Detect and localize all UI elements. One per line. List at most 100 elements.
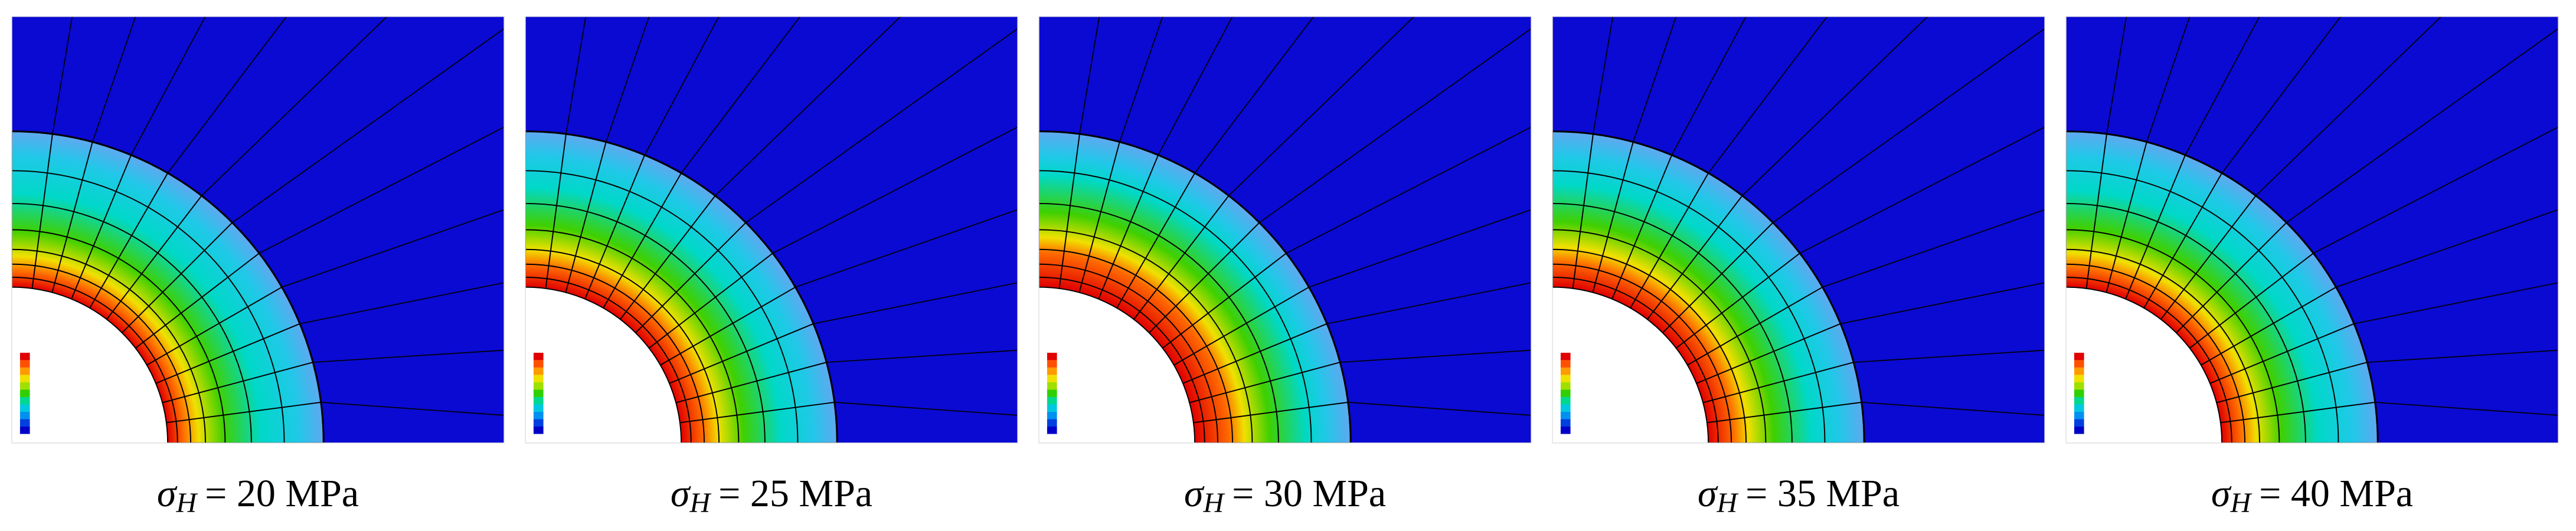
caption-rest: = 40 MPa [2259,472,2413,515]
mesh-radial-outer [1671,17,1747,156]
legend-swatch [1560,382,1571,390]
mesh-radial-outer [2221,17,2342,173]
mesh-radial [620,195,716,320]
mesh-radial [1193,401,1348,424]
panel-border [525,16,1018,444]
mesh-radial [162,362,313,404]
mesh-radial [2209,323,2355,384]
caption-rest: = 35 MPa [1745,472,1900,515]
mesh-radial-outer [282,209,504,288]
mesh-radial-outer [52,17,73,135]
panel-border [1038,16,1532,444]
legend-swatch [533,427,544,434]
mesh-radial [135,253,260,349]
legend-swatch [1047,367,1057,375]
legend-swatch [533,382,544,390]
legend-swatch [19,404,30,412]
mesh-radial-outer [201,17,388,196]
legend-swatch [2074,375,2084,382]
mesh-radial [1702,362,1854,404]
panel-body [2066,17,2558,443]
mesh-radial-outer [605,17,650,142]
legend-swatch [2074,367,2084,375]
mesh-radial-outer [1632,17,1677,142]
mesh-radial-outer [2286,28,2558,223]
mesh-radial [1189,362,1341,404]
legend-swatch [19,419,30,427]
legend-swatch [1047,404,1057,412]
mesh-radial-outer [321,402,504,416]
mesh-radial-outer [1853,349,2045,363]
mesh-radial-outer [644,17,720,156]
legend-swatch [533,375,544,382]
mesh-radial [2201,286,2336,366]
caption-subscript: H [175,487,198,519]
mesh-radial-outer [1228,17,1415,196]
legend-swatch [2074,411,2084,419]
legend-swatch [1560,404,1571,412]
mesh-radial [1078,142,1120,293]
mesh-radial [2085,133,2107,289]
mesh-radial [1058,133,1080,289]
legend-swatch [2074,360,2084,368]
legend-swatch [1047,389,1057,397]
mesh-radial [2160,195,2257,320]
mesh-radial-outer [2255,17,2442,196]
mesh-radial-outer [1286,126,1531,254]
legend-swatch [1560,419,1571,427]
mesh-radial-outer [813,282,1018,324]
mesh-radial-outer [1119,17,1163,142]
legend-swatch [1047,411,1057,419]
caption: σH = 20 MPa [157,472,359,519]
legend-swatch [533,404,544,412]
mesh-radial-outer [1741,17,1928,196]
legend-swatch [2074,389,2084,397]
caption-rest: = 25 MPa [718,472,872,515]
legend-swatch [19,389,30,397]
mesh-radial-outer [746,28,1018,223]
mesh-radial-outer [313,349,504,363]
mesh-radial-outer [795,209,1018,288]
caption-symbol: σ [157,472,178,515]
legend-swatch [533,411,544,419]
caption: σH = 30 MPa [1184,472,1386,519]
mesh-radial [1116,172,1195,309]
mesh-radial [146,286,282,366]
mesh-radial-outer [130,17,206,156]
mesh-radial [2176,222,2287,333]
caption-symbol: σ [671,472,691,515]
mesh-radial [635,222,747,333]
mesh-radial [679,401,835,424]
legend-swatch [533,352,544,360]
mesh-radial [1098,155,1159,300]
mesh-radial-outer [2146,17,2191,142]
mesh-radial-outer [1799,126,2045,254]
mesh-radial-outer [299,282,504,324]
caption: σH = 35 MPa [1698,472,1900,519]
legend-swatch [1560,389,1571,397]
caption-rest: = 30 MPa [1232,472,1386,515]
legend-swatch [19,427,30,434]
legend-swatch [19,396,30,405]
mesh-radial-outer [1348,402,1531,416]
mesh-radial [1162,253,1287,349]
mesh-ring [1039,286,1196,443]
legend-swatch [1047,352,1057,360]
mesh-radial [675,362,827,404]
mesh-radial [2189,253,2314,349]
caption-rest: = 20 MPa [205,472,359,515]
mesh-radial [584,155,646,300]
mesh-radial [51,142,93,293]
panel-body [525,17,1018,443]
mesh-ring [525,286,682,443]
mesh-radial [2220,401,2375,424]
mesh-radial-outer [1079,17,1100,135]
panel-border [11,16,505,444]
legend-swatch [2074,427,2084,434]
mesh-radial-outer [1326,282,1531,324]
mesh-radial-outer [91,17,136,142]
mesh-radial-outer [714,17,901,196]
mesh-radial-outer [1340,349,1531,363]
mesh-radial [1662,222,1774,333]
